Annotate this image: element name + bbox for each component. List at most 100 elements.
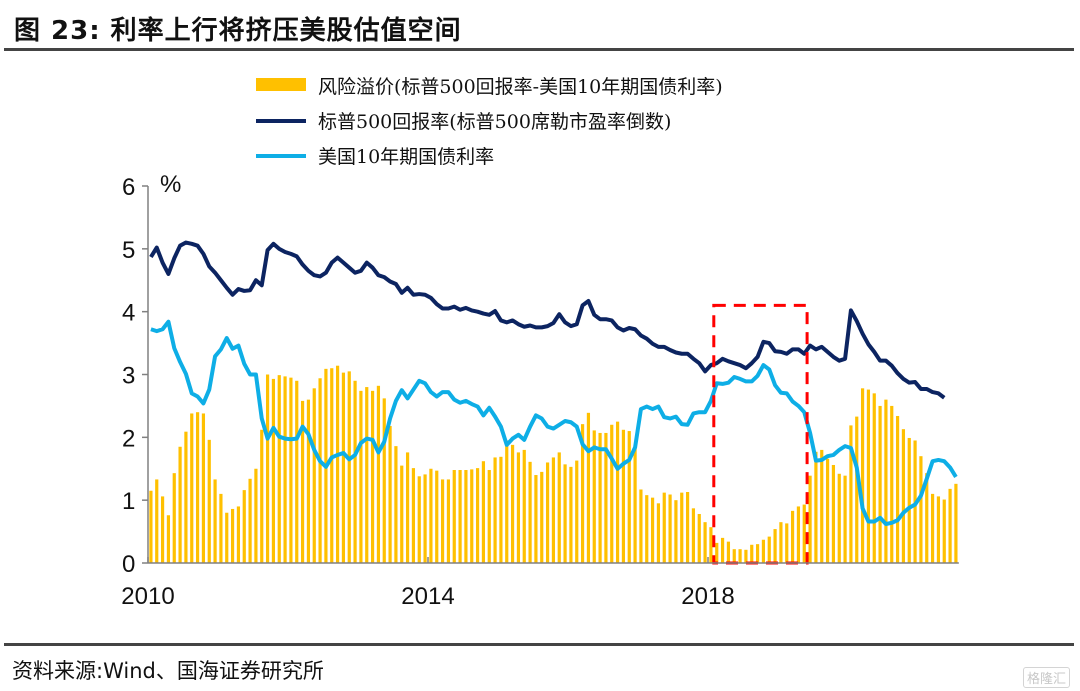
premium-bar xyxy=(802,504,806,563)
premium-bar xyxy=(394,446,398,563)
sp500-yield-line xyxy=(149,240,946,400)
legend-label-sp500: 标普500回报率(标普500席勒市盈率倒数) xyxy=(318,111,671,133)
premium-bar xyxy=(674,500,678,563)
premium-bar xyxy=(925,473,929,563)
premium-bar xyxy=(172,473,176,563)
premium-bar xyxy=(790,510,795,563)
premium-bar xyxy=(283,376,287,563)
premium-bar xyxy=(890,405,894,563)
premium-bar xyxy=(656,503,661,563)
premium-bar xyxy=(230,508,235,563)
premium-bar xyxy=(831,464,836,563)
premium-bar xyxy=(720,537,725,563)
premium-bar xyxy=(190,413,194,563)
premium-bar xyxy=(639,489,643,563)
premium-bar xyxy=(534,475,538,563)
premium-bar xyxy=(779,522,783,563)
premium-bar xyxy=(936,496,941,563)
legend-label-premium: 风险溢价(标普500回报率-美国10年期国债利率) xyxy=(318,76,723,98)
premium-bar xyxy=(306,399,311,563)
premium-bar xyxy=(388,426,392,563)
premium-bar xyxy=(178,446,182,563)
premium-bar xyxy=(703,522,707,563)
premium-bar xyxy=(411,468,416,563)
premium-bar xyxy=(405,452,410,563)
premium-bar xyxy=(580,424,585,563)
premium-bar xyxy=(353,380,357,563)
x-tick-label: 2014 xyxy=(401,583,454,610)
premium-bar xyxy=(376,385,381,563)
axes: 0 1 2 3 4 5 6 2010 2014 2018 xyxy=(121,174,959,610)
premium-bar xyxy=(335,365,340,563)
premium-bar xyxy=(621,429,626,563)
source-note: 资料来源:Wind、国海证券研究所 xyxy=(12,659,324,683)
premium-bar xyxy=(598,432,602,563)
premium-bar xyxy=(540,471,544,563)
premium-bar xyxy=(166,515,171,563)
premium-bar xyxy=(837,473,841,563)
premium-bar xyxy=(878,405,882,563)
highlight-box xyxy=(712,303,809,565)
premium-bar xyxy=(510,444,515,563)
premium-bar xyxy=(236,506,241,563)
premium-bar xyxy=(429,468,433,563)
premium-bar xyxy=(487,470,491,563)
chart: 0 1 2 3 4 5 6 2010 2014 2018 风险溢价(标普500回报率-美国10年期… xyxy=(121,76,959,610)
premium-bar xyxy=(586,412,591,563)
premium-bar xyxy=(930,493,935,563)
premium-bar xyxy=(744,549,748,563)
premium-bar xyxy=(604,432,608,563)
premium-bar xyxy=(796,506,801,563)
premium-bar xyxy=(907,437,911,563)
premium-bar xyxy=(755,544,760,563)
y-tick-label: 6 xyxy=(122,174,135,201)
premium-bar xyxy=(645,495,649,563)
premium-bar xyxy=(347,371,351,563)
premium-bar xyxy=(522,449,526,563)
premium-bar xyxy=(359,390,363,563)
premium-bar xyxy=(481,461,486,563)
premium-bar xyxy=(668,494,672,563)
y-tick-label: 4 xyxy=(122,300,135,327)
premium-bar xyxy=(569,466,573,563)
premium-bar xyxy=(289,377,293,563)
premium-bar xyxy=(942,499,946,563)
premium-bar xyxy=(697,513,701,563)
premium-bar xyxy=(627,431,631,563)
premium-bar xyxy=(872,393,876,563)
premium-bar xyxy=(545,462,550,563)
premium-bar xyxy=(505,440,509,563)
premium-bar xyxy=(242,490,246,563)
premium-bar xyxy=(300,400,305,563)
premium-bar xyxy=(895,415,900,563)
premium-bar xyxy=(493,457,497,563)
premium-bar xyxy=(761,539,766,563)
premium-bar xyxy=(458,470,462,563)
premium-bar xyxy=(662,492,666,563)
premium-bar xyxy=(610,424,614,563)
premium-bar xyxy=(785,523,789,563)
premium-bar xyxy=(948,488,952,563)
treasury-yield-line xyxy=(150,319,958,527)
premium-bar xyxy=(365,387,369,563)
footer-divider xyxy=(4,643,1074,646)
y-tick-label: 5 xyxy=(122,237,135,264)
premium-bar xyxy=(814,451,818,563)
premium-bar xyxy=(446,479,451,563)
premium-bar xyxy=(855,416,859,563)
premium-bar xyxy=(312,388,316,563)
premium-bar xyxy=(954,483,958,563)
premium-bar xyxy=(849,425,853,563)
premium-bar xyxy=(184,431,188,563)
premium-bar xyxy=(452,470,456,563)
premium-bar xyxy=(825,458,830,563)
premium-bar xyxy=(271,378,276,563)
premium-bar xyxy=(884,399,888,563)
premium-bar xyxy=(277,375,281,563)
premium-bar xyxy=(265,374,270,563)
premium-bar xyxy=(808,475,812,563)
premium-bar xyxy=(820,449,824,563)
premium-bar xyxy=(715,542,719,563)
y-tick-label: 2 xyxy=(122,425,135,452)
y-tick-label: 1 xyxy=(122,488,135,515)
